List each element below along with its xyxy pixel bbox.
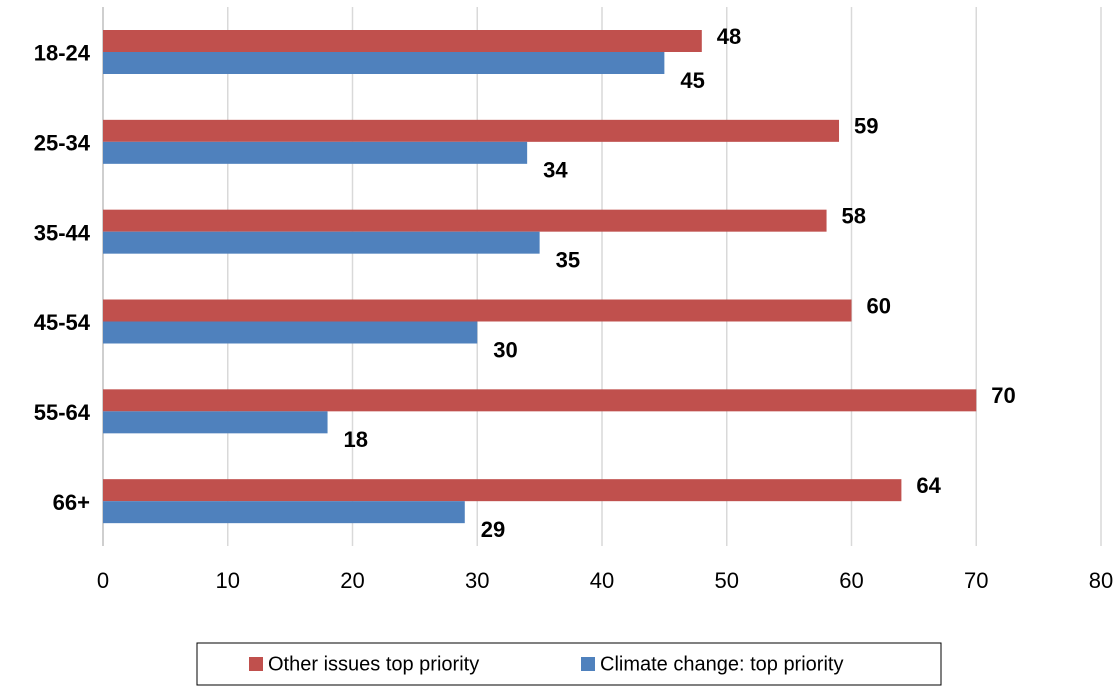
- bar-other-issues: [103, 209, 827, 232]
- bar-other-issues: [103, 30, 702, 52]
- data-label: 18: [344, 427, 368, 452]
- bar-climate-change: [103, 141, 528, 164]
- data-label: 48: [717, 24, 741, 49]
- category-label: 66+: [53, 490, 90, 515]
- x-tick-label: 80: [1089, 568, 1113, 593]
- data-label: 70: [991, 383, 1015, 408]
- category-label: 25-34: [34, 131, 91, 156]
- data-label: 45: [680, 68, 704, 93]
- x-tick-label: 0: [97, 568, 109, 593]
- legend-box: [196, 642, 942, 686]
- x-tick-label: 60: [839, 568, 863, 593]
- category-label: 55-64: [34, 400, 91, 425]
- bar-other-issues: [103, 299, 852, 322]
- category-label: 45-54: [34, 310, 91, 335]
- legend-label: Other issues top priority: [268, 653, 479, 675]
- data-label: 34: [543, 158, 568, 183]
- bar-climate-change: [103, 52, 665, 74]
- bar-climate-change: [103, 501, 465, 524]
- data-label: 59: [854, 114, 878, 139]
- legend-label: Climate change: top priority: [600, 653, 843, 675]
- gridlines: [102, 7, 1102, 546]
- x-tick-label: 40: [590, 568, 614, 593]
- category-label: 35-44: [34, 220, 91, 245]
- legend: Other issues top priority Climate change:…: [196, 642, 942, 686]
- legend-swatch: [249, 657, 263, 671]
- data-label: 58: [842, 203, 866, 228]
- labels: 0 10 20 30 40 50 60 70 80 18-24 48 45 25-34 59 34 35-44…: [34, 24, 1114, 593]
- x-tick-label: 20: [340, 568, 364, 593]
- data-label: 64: [916, 473, 941, 498]
- data-label: 30: [493, 337, 517, 362]
- category-label: 18-24: [34, 41, 91, 66]
- x-tick-label: 50: [715, 568, 739, 593]
- data-label: 60: [867, 293, 891, 318]
- bar-climate-change: [103, 411, 328, 434]
- bar-climate-change: [103, 321, 478, 344]
- bar-other-issues: [103, 389, 977, 412]
- x-tick-label: 10: [216, 568, 240, 593]
- data-label: 29: [481, 517, 505, 542]
- x-tick-label: 30: [465, 568, 489, 593]
- bars: [103, 30, 977, 524]
- x-tick-label: 70: [964, 568, 988, 593]
- data-label: 35: [556, 247, 580, 272]
- legend-swatch: [581, 657, 595, 671]
- bar-other-issues: [103, 119, 840, 142]
- bar-climate-change: [103, 231, 540, 254]
- bar-other-issues: [103, 479, 902, 502]
